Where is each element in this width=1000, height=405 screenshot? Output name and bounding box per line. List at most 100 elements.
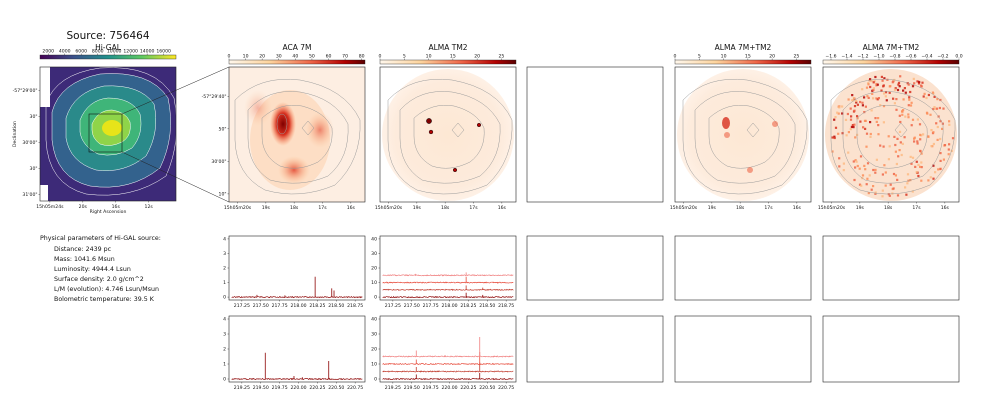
alma7mtm2_log-colorbar-tick-label: −0.4 (921, 54, 932, 60)
speckle-pixel (927, 135, 930, 138)
spec_tm2_a-series-0 (382, 295, 514, 299)
spec_tm2_b-ytick-label: 0 (374, 377, 377, 383)
alma7mtm2_log-colorbar-tick-label: −1.4 (841, 54, 852, 60)
higal-xtick-label: 20s (79, 204, 88, 210)
spec_aca_b-xtick-label: 220.25 (309, 385, 325, 391)
speckle-pixel (927, 93, 930, 97)
spec_aca_b-xtick-label: 219.50 (253, 385, 269, 391)
speckle-pixel (932, 164, 935, 167)
speckle-pixel (936, 138, 939, 141)
speckle-pixel (904, 115, 907, 118)
speckle-pixel (892, 80, 895, 83)
speckle-pixel (831, 150, 834, 153)
speckle-pixel (911, 85, 915, 88)
speckle-pixel (917, 82, 921, 85)
speckle-pixel (896, 88, 900, 92)
speckle-pixel (866, 177, 869, 180)
speckle-pixel (917, 174, 920, 178)
speckle-pixel (870, 188, 873, 191)
spec_tm2_b-series-0 (382, 377, 514, 381)
speckle-pixel (918, 80, 921, 84)
speckle-pixel (856, 164, 859, 168)
speckle-pixel (922, 95, 925, 98)
speckle-pixel (850, 125, 853, 128)
spec_tm2_a-panel: 217.25 217.50 217.75 218.00 218.25 218.50 218.… (371, 235, 517, 309)
speckle-pixel (869, 78, 872, 81)
speckle-pixel (920, 84, 923, 87)
spec_aca_a-frame (228, 235, 366, 301)
speckle-pixel (854, 166, 857, 169)
spec_tm2_a-xtick-label: 217.25 (385, 303, 401, 309)
speckle-pixel (858, 183, 862, 186)
speckle-pixel (867, 96, 870, 99)
almatm2-colorbar-tick-label: 10 (426, 54, 432, 60)
almatm2-disk (382, 69, 514, 201)
speckle-pixel (907, 104, 910, 107)
spec_aca_a-xtick-label: 217.25 (234, 303, 250, 309)
speckle-pixel (853, 105, 857, 108)
speckle-pixel (910, 101, 913, 104)
alma7mtm2_log-xtick-label: 16s (941, 205, 950, 211)
speckle-pixel (943, 144, 947, 147)
speckle-pixel (911, 156, 915, 159)
alma7mtm2-cores (722, 117, 778, 173)
speckle-pixel (881, 189, 884, 192)
aca7m-xtick-label: 17s (318, 205, 327, 211)
aca7m-colorbar-tick-label: 70 (342, 54, 348, 60)
speckle-pixel (882, 84, 885, 87)
aca7m-colorbar-tick-label: 80 (359, 54, 365, 60)
spec_tm2_b-xtick-label: 219.75 (423, 385, 439, 391)
speckle-pixel (929, 113, 932, 116)
spec_aca_a-series-0 (231, 296, 363, 299)
speckle-pixel (932, 131, 935, 134)
speckle-pixel (933, 95, 936, 98)
alma7mtm2_log-xtick-label: 19s (856, 205, 865, 211)
aca7m-ytick-label: 50" (219, 126, 227, 132)
speckle-pixel (916, 80, 919, 83)
alma7mtm2-log-disk (825, 69, 957, 201)
alma7mtm2-colorbar-tick-label: 10 (721, 54, 727, 60)
speckle-pixel (868, 174, 871, 177)
speckle-pixel (861, 88, 864, 91)
param-surface-density: Surface density: 2.0 g/cm^2 (54, 276, 144, 283)
spec_aca_a-ytick-label: 3 (223, 251, 226, 257)
speckle-pixel (909, 90, 912, 94)
alma7mtm2-colorbar-tick-label: 25 (793, 54, 799, 60)
speckle-pixel (888, 91, 891, 94)
speckle-pixel (909, 179, 912, 182)
alma7mtm2-log-colorbar (822, 59, 960, 65)
speckle-pixel (838, 157, 841, 160)
speckle-pixel (841, 112, 844, 115)
param-lm-evolution: L/M (evolution): 4.746 Lsun/Msun (54, 286, 159, 293)
almatm2-xtick-label: 15h05m20s (375, 205, 403, 211)
speckle-pixel (888, 194, 891, 197)
higal-xlabel: Right Ascension (90, 209, 127, 215)
spec_tm2_b-xtick-label: 220.75 (498, 385, 514, 391)
speckle-pixel (896, 137, 899, 140)
speckle-pixel (850, 115, 853, 118)
speckle-pixel (913, 136, 916, 139)
speckle-pixel (872, 87, 875, 90)
speckle-pixel (872, 97, 875, 100)
alma7mtm2-xtick-label: 16s (793, 205, 802, 211)
speckle-pixel (853, 123, 856, 126)
spec_aca_b-ytick-label: 4 (223, 317, 226, 323)
speckle-pixel (932, 177, 935, 180)
zoom-connector-bottom (121, 151, 230, 203)
aca7m-xtick-label: 15h05m20s (224, 205, 252, 211)
speckle-pixel (866, 95, 869, 98)
speckle-pixel (920, 166, 923, 169)
spec_aca_b-xtick-label: 220.75 (347, 385, 363, 391)
spec_aca_b-ytick-label: 1 (223, 362, 226, 368)
speckle-pixel (932, 107, 935, 111)
speckle-pixel (833, 136, 836, 140)
physical-parameters: Physical parameters of Hi-GAL source: Di… (40, 235, 161, 303)
speckle-pixel (882, 121, 885, 124)
speckle-pixel (872, 81, 875, 84)
speckle-pixel (939, 159, 942, 162)
spec_tm2_a-ytick-label: 40 (371, 236, 377, 242)
speckle-pixel (894, 174, 897, 177)
speckle-pixel (889, 183, 892, 186)
param-mass: Mass: 1041.6 Msun (54, 256, 115, 263)
spec_tm2_a-ytick-label: 10 (371, 280, 377, 286)
